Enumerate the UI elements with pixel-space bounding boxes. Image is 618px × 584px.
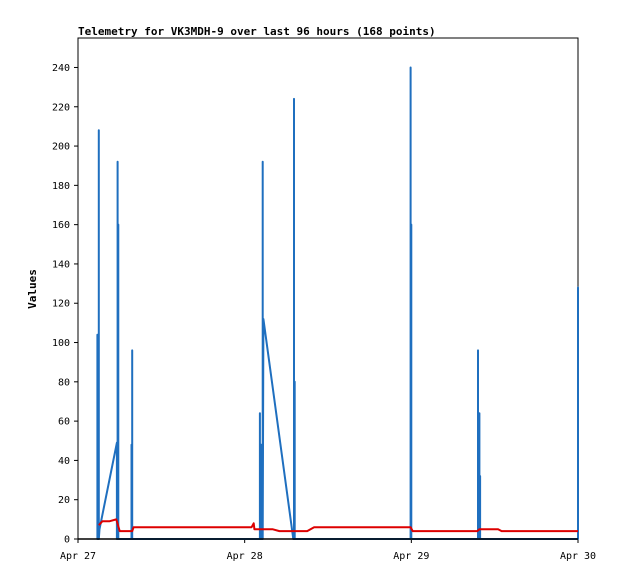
chart-title: Telemetry for VK3MDH-9 over last 96 hour… [78, 25, 436, 38]
y-tick-label: 180 [52, 181, 70, 192]
x-tick-label: Apr 29 [393, 551, 429, 562]
y-tick-label: 20 [58, 495, 70, 506]
plot-frame [77, 37, 579, 540]
y-tick-label: 60 [58, 417, 70, 428]
y-tick-label: 240 [52, 63, 70, 74]
y-tick-label: 80 [58, 377, 70, 388]
y-tick-label: 160 [52, 220, 70, 231]
plot-area: 0 20 40 60 80 100 120 140 160 180 200 220 240 Apr 27 A… [52, 37, 596, 562]
series-line-2 [98, 518, 578, 533]
y-tick-label: 200 [52, 142, 70, 153]
y-tick-label: 140 [52, 259, 70, 270]
y-tick-label: 120 [52, 299, 70, 310]
y-tick-label: 40 [58, 456, 70, 467]
series-line-1 [96, 66, 579, 540]
y-tick-label: 100 [52, 338, 70, 349]
x-tick-label: Apr 28 [227, 551, 263, 562]
y-tick-label: 220 [52, 102, 70, 113]
y-axis-label: Values [26, 269, 39, 309]
x-tick-label: Apr 30 [560, 551, 596, 562]
x-tick-label: Apr 27 [60, 551, 96, 562]
y-tick-label: 0 [64, 535, 70, 546]
